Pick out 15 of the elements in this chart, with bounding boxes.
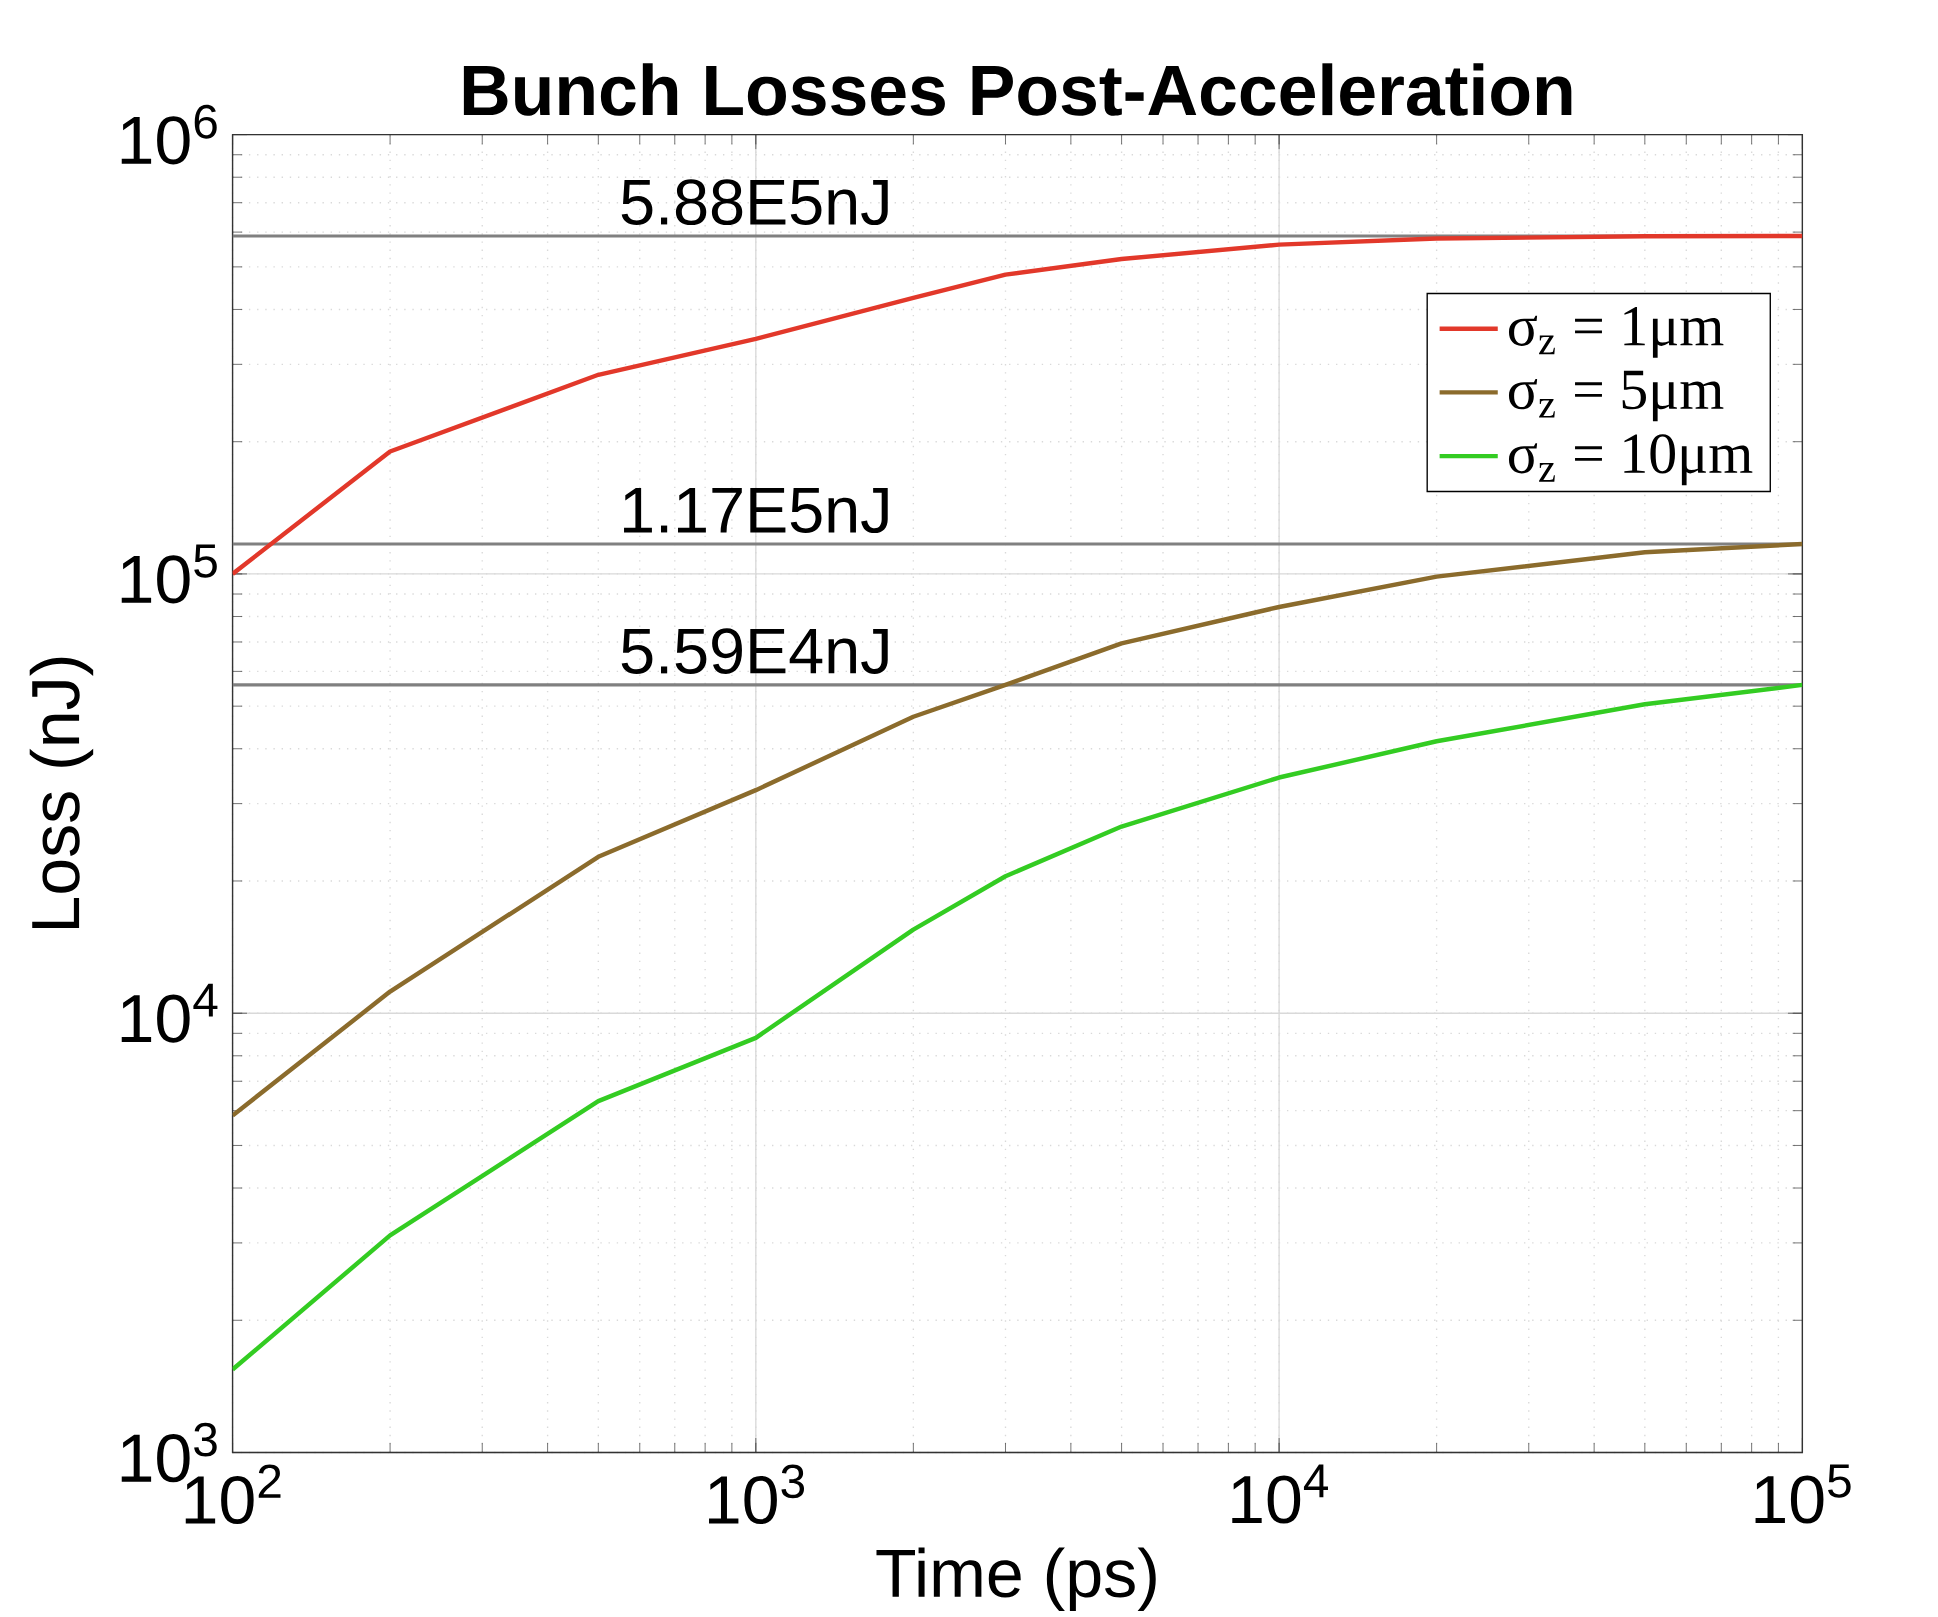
ref-line-label: 5.88E5nJ [621,179,888,225]
x-axis-title: Time (ps) [876,1547,1156,1611]
x-tick-label: 10$^{5}$ [1755,1464,1851,1524]
y-tick-label: 10$^{4}$ [121,983,218,1043]
ref-line-label: 1.17E5nJ [624,487,888,533]
y-axis-title: Loss (nJ) [29,657,94,928]
legend-label: σ$_{z}$ = 5μm [1508,370,1724,422]
y-tick-label: 10$^{6}$ [121,104,217,165]
legend-label: σ$_{z}$ = 10μm [1508,434,1753,486]
ref-line-label: 5.59E4nJ [621,628,888,674]
legend-label: σ$_{z}$ = 1μm [1508,306,1724,358]
y-tick-label: 10$^{5}$ [121,544,217,604]
x-tick-label: 10$^{4}$ [1232,1464,1328,1524]
chart-title: Bunch Losses Post-Acceleration [463,63,1572,116]
x-tick-label: 10$^{3}$ [709,1464,805,1524]
